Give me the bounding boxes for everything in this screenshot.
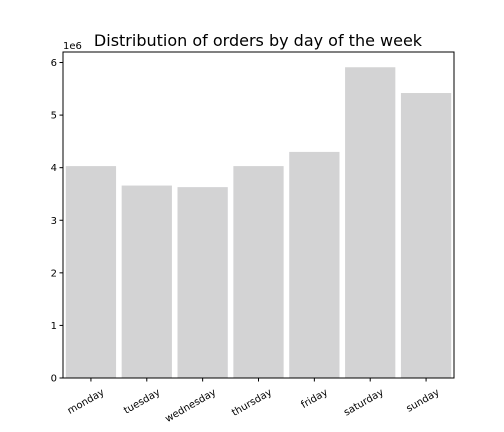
x-tick-label-sunday: sunday [405, 387, 442, 415]
x-tick-label-wednesday: wednesday [163, 387, 218, 425]
y-tick-label: 0 [51, 374, 57, 385]
bar-sunday [400, 93, 452, 378]
y-axis-ticks: 0 1 2 3 4 5 6 [51, 58, 63, 385]
x-tick-label-thursday: thursday [230, 387, 274, 419]
bar-monday [65, 166, 117, 378]
x-tick-label-friday: friday [299, 387, 330, 411]
y-tick-label: 6 [51, 58, 57, 69]
y-axis-offset-label: 1e6 [63, 41, 82, 52]
y-tick-label: 4 [51, 163, 57, 174]
x-tick-label-saturday: saturday [342, 387, 386, 419]
y-tick-label: 3 [51, 216, 57, 227]
bar-tuesday [121, 185, 172, 378]
y-tick-label: 5 [51, 111, 57, 122]
bar-wednesday [177, 187, 228, 378]
bar-saturday [345, 67, 396, 379]
x-tick-label-monday: monday [66, 387, 107, 417]
bar-thursday [233, 166, 284, 378]
x-axis-ticks: monday tuesday wednesday thursday friday satu… [66, 378, 442, 425]
chart-title: Distribution of orders by day of the wee… [94, 31, 423, 50]
plot-area-frame [62, 51, 455, 379]
bars-group [65, 67, 452, 379]
x-tick-label-tuesday: tuesday [122, 387, 162, 417]
y-tick-label: 2 [51, 268, 57, 279]
y-tick-label: 1 [51, 321, 57, 332]
bar-friday [289, 151, 340, 378]
